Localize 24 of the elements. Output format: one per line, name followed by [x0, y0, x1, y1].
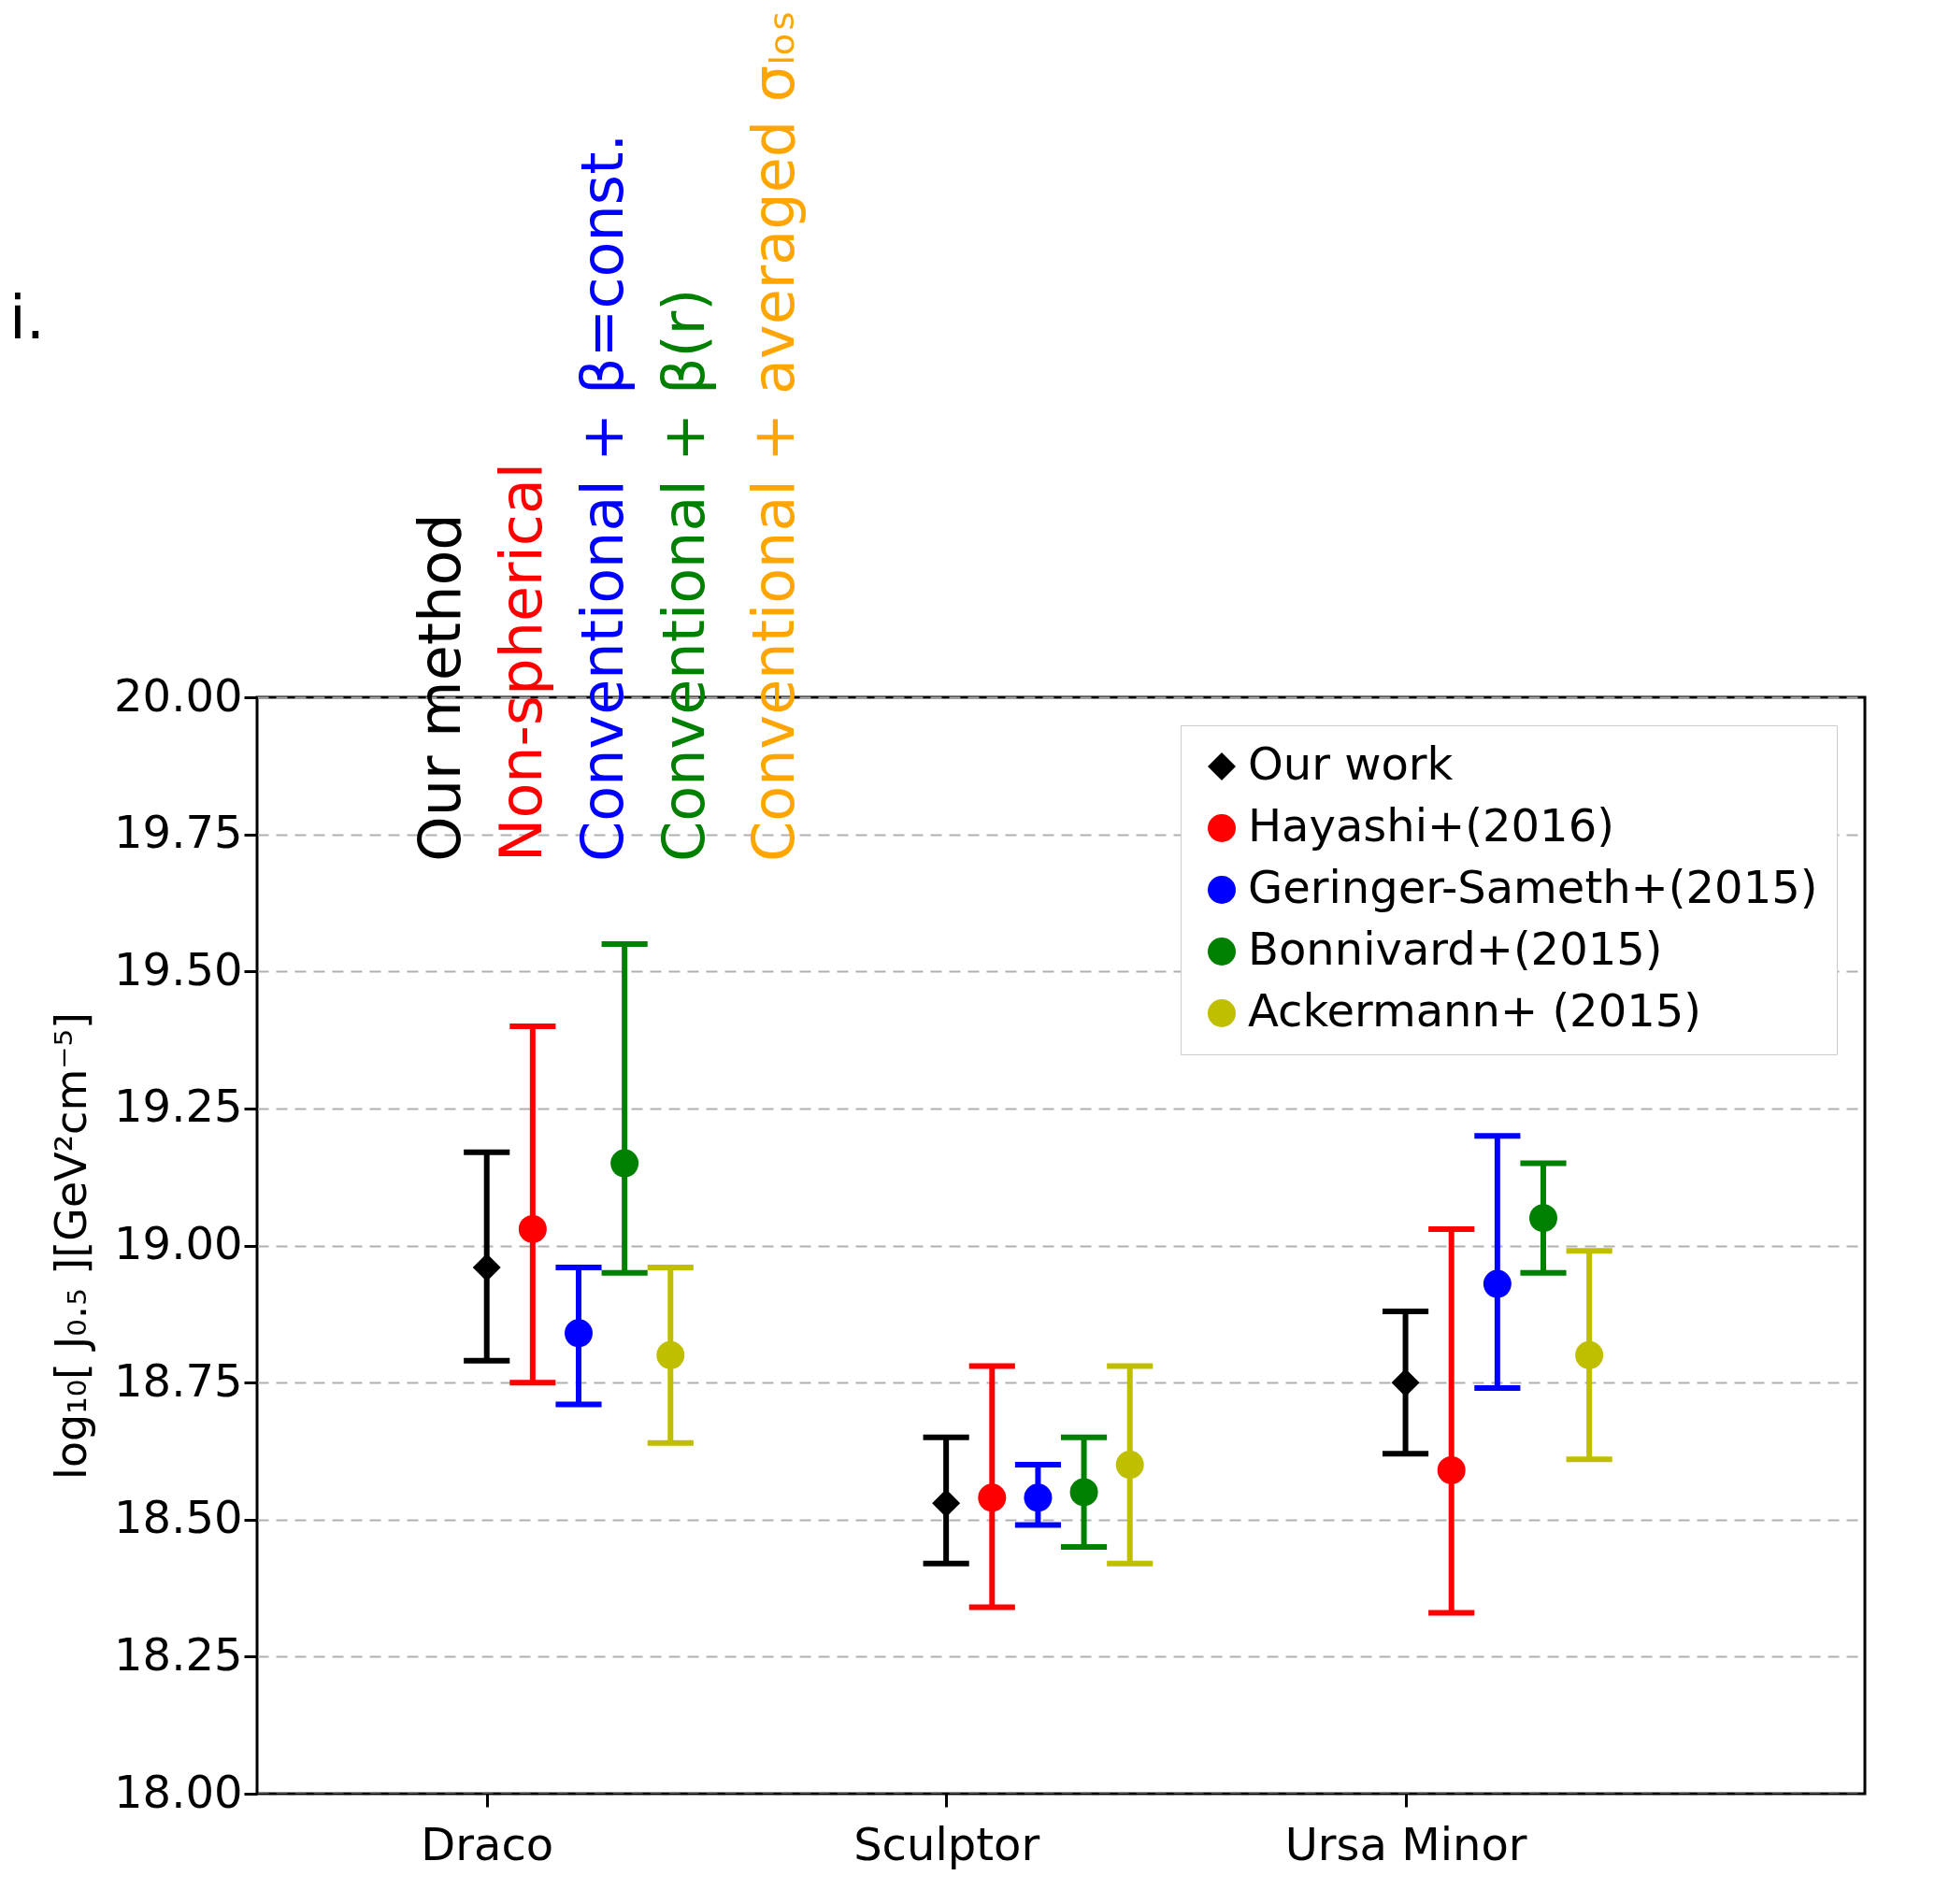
y-tick-label: 19.75	[114, 806, 243, 859]
y-tick-label: 18.75	[114, 1353, 243, 1407]
y-tick-label: 20.00	[114, 668, 243, 722]
legend-label: Hayashi+(2016)	[1248, 799, 1614, 852]
annotation: Conventional + averaged σₗₒₛ	[739, 9, 808, 862]
x-tick-label: Sculptor	[853, 1817, 1040, 1870]
legend-label: Ackermann+ (2015)	[1248, 984, 1701, 1037]
y-tick-label: 19.25	[114, 1080, 243, 1133]
y-tick-label: 19.50	[114, 942, 243, 995]
annotation: Conventional + β=const.	[568, 133, 637, 862]
annotation: Non-spherical	[487, 462, 555, 862]
y-tick-label: 19.00	[114, 1217, 243, 1269]
y-tick-label: 18.50	[114, 1491, 243, 1544]
annotation: Conventional + β(r)	[650, 288, 718, 862]
legend-label: Geringer-Sameth+(2015)	[1248, 861, 1818, 913]
legend-label: Our work	[1248, 737, 1454, 790]
y-tick-label: 18.00	[114, 1765, 243, 1818]
text: i.	[9, 283, 46, 352]
annotation: Our method	[406, 513, 474, 862]
x-tick-label: Draco	[421, 1817, 554, 1870]
x-tick-label: Ursa Minor	[1284, 1817, 1527, 1870]
legend-label: Bonnivard+(2015)	[1248, 923, 1663, 975]
y-tick-label: 18.25	[114, 1627, 243, 1681]
y-axis-title: log₁₀[ J₀.₅ ][GeV²cm⁻⁵]	[46, 1012, 97, 1480]
